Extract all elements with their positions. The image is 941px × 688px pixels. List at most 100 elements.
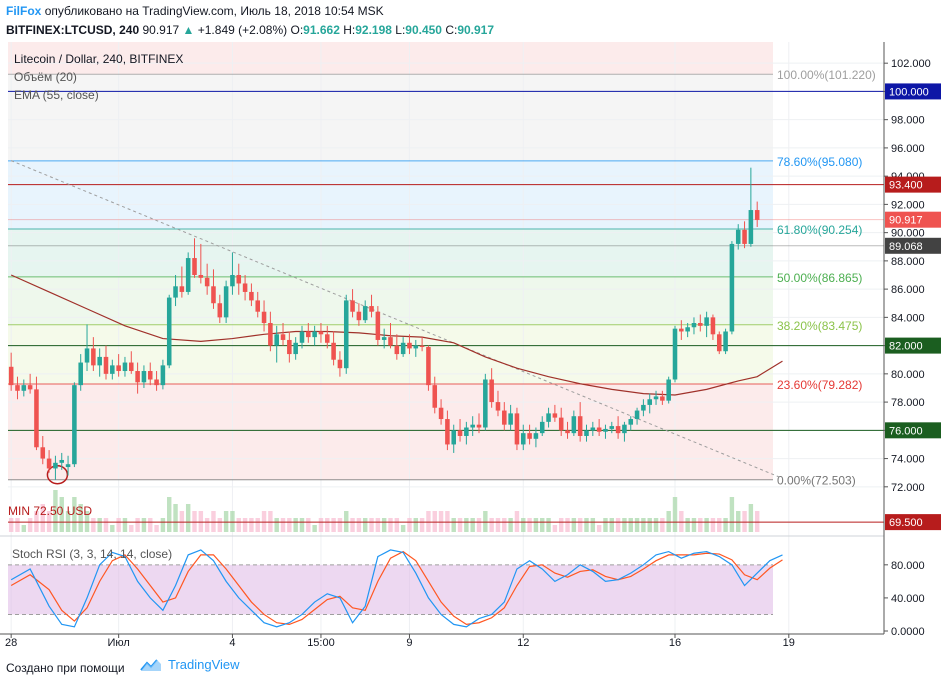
volume-bar	[211, 511, 216, 532]
volume-bar	[167, 497, 172, 532]
volume-bar	[242, 518, 248, 532]
candle-body	[438, 407, 444, 420]
candle-body	[103, 356, 109, 374]
candle-body	[742, 229, 747, 244]
low-value: 90.450	[405, 23, 442, 37]
volume-bar	[698, 518, 703, 532]
candle-body	[514, 413, 520, 445]
volume-bar	[72, 497, 77, 532]
candle-body	[400, 342, 406, 355]
volume-bar	[53, 490, 58, 532]
price-tag-label: 90.917	[889, 215, 923, 227]
candle-body	[407, 342, 412, 349]
stoch-tick-label: 40.000	[891, 593, 925, 605]
candle-body	[748, 210, 754, 244]
published-text: опубликовано на TradingView.com, Июль 18…	[44, 4, 384, 18]
volume-bar	[628, 518, 633, 532]
candle-body	[596, 427, 602, 432]
candle-body	[432, 385, 438, 408]
fib-level-label: 61.80%(90.254)	[777, 223, 862, 237]
candle-body	[653, 396, 659, 400]
volume-bar	[603, 518, 608, 532]
volume-bar	[426, 511, 431, 532]
price-tick-label: 84.000	[891, 312, 925, 324]
made-with-text: Создано при помощи	[6, 661, 125, 675]
volume-bar	[318, 518, 324, 532]
volume-bar	[533, 518, 539, 532]
volume-bar	[736, 511, 741, 532]
price-tick-label: 80.000	[891, 369, 925, 381]
volume-bar	[584, 518, 589, 532]
level-tag	[885, 176, 941, 193]
candle-body	[84, 348, 90, 363]
volume-bar	[748, 504, 754, 532]
level-tag	[885, 337, 941, 354]
candle-body	[609, 426, 615, 429]
candle-body	[558, 417, 564, 431]
candle-body	[274, 334, 279, 346]
volume-bar	[729, 497, 735, 532]
chart-header: FilFox опубликовано на TradingView.com, …	[0, 0, 941, 42]
candle-body	[204, 277, 210, 287]
volume-bar	[419, 518, 425, 532]
candle-body	[470, 424, 475, 428]
volume-bar	[97, 518, 102, 532]
candle-body	[615, 426, 621, 434]
volume-bar	[742, 511, 747, 532]
volume-bar	[185, 504, 191, 532]
candle-body	[520, 433, 526, 445]
candle-body	[173, 286, 178, 298]
candle-body	[255, 300, 261, 312]
chart-area[interactable]: 100.00%(101.220) 78.60%(95.080) 61.80%(90.…	[0, 42, 941, 652]
candle-body	[306, 331, 311, 338]
candle-body	[135, 371, 140, 383]
time-tick-label: 12	[517, 637, 529, 649]
volume-bar	[59, 497, 64, 532]
candle-body	[40, 447, 46, 459]
stoch-band	[8, 564, 773, 615]
author-name[interactable]: FilFox	[6, 4, 42, 18]
low-label: L:	[395, 23, 406, 37]
volume-bar	[249, 518, 254, 532]
close-label: C:	[445, 23, 458, 37]
candle-body	[527, 433, 532, 439]
footer: Создано при помощи TradingView	[0, 652, 941, 688]
candle-body	[628, 419, 634, 425]
candle-body	[242, 283, 248, 292]
level-tag-label: 93.400	[889, 180, 923, 192]
candle-body	[716, 334, 722, 352]
volume-bar	[615, 518, 621, 532]
symbol-name[interactable]: BITFINEX:LTCUSD, 240	[6, 23, 140, 37]
tradingview-link[interactable]: TradingView	[140, 657, 240, 672]
price-axis[interactable]: 72.000 74.000 76.000 78.000 80.000 82.000 84.0…	[883, 42, 941, 638]
volume-bar	[40, 504, 45, 532]
price-tick-label: 102.000	[891, 58, 931, 70]
volume-bar	[666, 511, 671, 532]
fib-band-top	[8, 42, 773, 75]
fib-level-label: 50.00%(86.865)	[777, 271, 862, 285]
volume-bar	[356, 518, 362, 532]
candle-body	[299, 331, 305, 343]
open-value: 91.662	[303, 23, 340, 37]
volume-bar	[754, 511, 760, 532]
level-tag-label: 76.000	[889, 425, 923, 437]
fib-level-label: 100.00%(101.220)	[777, 68, 876, 82]
time-axis[interactable]: 28 Июл 4 15:00 9 12 16 19	[0, 633, 884, 649]
candle-body	[261, 311, 267, 324]
candle-body	[217, 303, 223, 318]
level-tag-label: 100.000	[889, 86, 929, 98]
volume-bar	[432, 511, 437, 532]
fib-level-label: 38.20%(83.475)	[777, 319, 862, 333]
change-up-icon: ▲	[182, 23, 195, 37]
volume-bar	[622, 518, 627, 532]
legend-stoch: Stoch RSI (3, 3, 14, 14, close)	[12, 547, 172, 561]
candle-body	[230, 274, 235, 287]
volume-bar	[369, 518, 374, 532]
level-tag	[885, 514, 941, 531]
candle-body	[426, 347, 431, 386]
candle-body	[552, 413, 558, 418]
volume-bar	[679, 511, 684, 532]
time-tick-label: Июл	[107, 637, 129, 649]
price-tick-label: 96.000	[891, 143, 925, 155]
volume-bar	[261, 511, 267, 532]
